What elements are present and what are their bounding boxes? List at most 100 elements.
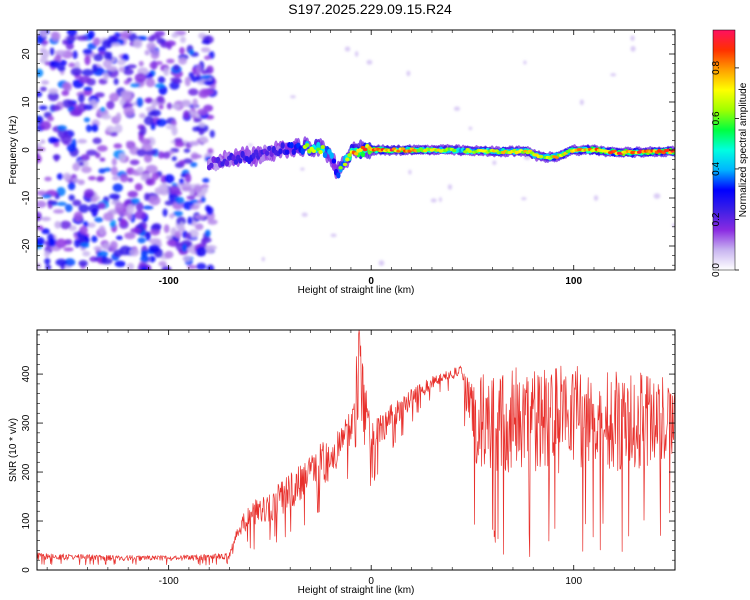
spectrogram-noise-blob [99, 157, 106, 162]
x-tick-label: 0 [368, 576, 374, 587]
spectrogram-noise-blob [103, 51, 110, 60]
x-tick-label: 100 [565, 276, 582, 287]
spectrogram-noise-blob [201, 238, 208, 245]
spectrogram-noise-blob [120, 218, 127, 226]
spectrogram-noise-blob [124, 200, 132, 205]
spectrogram-noise-blob [138, 35, 148, 41]
spectrogram-noise-blob [96, 145, 108, 152]
spectrogram-speckle [447, 184, 453, 190]
spectrogram-noise-blob [151, 172, 160, 181]
spectrogram-noise-blob [120, 90, 132, 100]
spectrogram-noise-blob [111, 42, 121, 47]
spectrogram-noise-blob [113, 78, 119, 86]
spectrogram-noise-blob [148, 255, 156, 263]
colorbar-tick-label: 0.8 [711, 61, 722, 75]
spectrogram-noise-blob [77, 138, 88, 144]
spectrogram-noise-blob [67, 182, 76, 191]
spectrogram-noise-blob [169, 213, 175, 219]
spectrogram-noise-blob [204, 245, 215, 254]
spectrogram-noise-blob [47, 115, 54, 122]
spectrogram-noise-blob [154, 83, 165, 88]
spectrogram-noise-blob [192, 98, 198, 108]
spectrogram-noise-blob [206, 264, 215, 270]
spectrogram-speckle [610, 73, 617, 77]
spectrogram-speckle [248, 143, 253, 147]
ridge-segment [267, 145, 272, 151]
spectrogram-speckle [366, 59, 373, 65]
spectrogram-noise-blob [103, 72, 109, 81]
spectrogram-noise-blob [138, 113, 146, 119]
spectrogram-noise-blob [182, 255, 192, 262]
spectrogram-noise-blob [81, 166, 92, 174]
spectrogram-noise-blob [78, 204, 90, 213]
spectrogram-noise-blob [142, 205, 154, 210]
spectrogram-noise-blob [62, 99, 74, 108]
ridge-segment [358, 147, 363, 153]
spectrogram-noise-blob [129, 248, 140, 257]
spectrogram-noise-blob [140, 255, 150, 263]
spectrogram-noise-blob [101, 39, 113, 49]
spectrogram-noise-blob [135, 202, 144, 212]
spectrogram-noise-blob [133, 39, 143, 49]
spectrogram-noise-blob [197, 108, 209, 116]
spectrogram-noise-blob [183, 158, 193, 164]
spectrogram-noise-blob [144, 97, 154, 104]
spectrogram-speckle [344, 46, 351, 52]
spectrogram-noise-blob [209, 84, 216, 90]
spectrogram-noise-blob [147, 111, 158, 116]
spectrogram-noise-blob [97, 46, 106, 53]
spectrogram-speckle [630, 35, 635, 41]
spectrogram-noise-blob [205, 205, 211, 212]
spectrogram-noise-blob [146, 42, 157, 51]
spectrogram-noise-blob [82, 221, 89, 228]
ridge-segment [238, 158, 243, 164]
spectrogram-noise-blob [51, 138, 61, 143]
spectrogram-noise-blob [172, 79, 183, 84]
snr-ylabel: SNR (10 * v/v) [8, 418, 19, 482]
spectrogram-noise-blob [87, 30, 95, 40]
spectrogram-noise-blob [200, 75, 212, 80]
spectrogram-speckle [593, 195, 599, 201]
spectrogram-noise-blob [127, 177, 134, 183]
spectrogram-speckle [354, 50, 359, 57]
spectrogram-noise-blob [186, 195, 196, 200]
spectrogram-noise-blob [199, 136, 208, 143]
spectrogram-noise-blob [118, 152, 127, 162]
spectrogram-noise-blob [188, 140, 200, 146]
spectrogram-noise-blob [200, 196, 206, 203]
spectrogram-noise-blob [83, 117, 91, 123]
spectrogram-noise-blob [176, 216, 186, 226]
spectrogram-noise-blob [109, 92, 120, 102]
spectrogram-noise-blob [198, 122, 206, 128]
spectrogram-noise-blob [156, 95, 165, 104]
spectrogram-ylabel: Frequency (Hz) [8, 116, 19, 185]
ridge-segment [347, 153, 352, 158]
spectrogram-speckle [406, 70, 411, 77]
spectrogram-noise-blob [55, 238, 67, 249]
spectrogram-noise-blob [130, 83, 141, 88]
spectrogram-noise-blob [102, 59, 112, 69]
spectrogram-noise-blob [40, 30, 47, 38]
spectrogram-noise-blob [54, 220, 62, 229]
spectrogram-noise-blob [82, 48, 93, 55]
spectrogram-noise-blob [115, 112, 122, 122]
spectrogram-speckle [579, 99, 584, 106]
spectrogram-speckle [630, 45, 636, 52]
spectrogram-noise-blob [124, 232, 136, 240]
spectrogram-noise-blob [209, 129, 215, 138]
spectrogram-noise-blob [63, 172, 71, 181]
spectrogram-noise-blob [123, 68, 134, 76]
colorbar-axis: 0.0 0.2 0.4 0.6 0.8 [711, 61, 739, 277]
ridge-segment [280, 142, 285, 149]
spectrogram-noise-blob [189, 199, 199, 204]
spectrogram-noise-blob [56, 173, 64, 180]
ridge-segment [538, 155, 544, 159]
spectrogram-noise-blob [99, 106, 106, 113]
spectrogram-noise-blob [62, 39, 68, 45]
spectrogram-speckle [438, 197, 442, 203]
spectrogram-noise-blob [190, 161, 198, 168]
spectrogram-noise-blob [117, 59, 126, 66]
spectrogram-noise-blob [66, 30, 78, 37]
spectrogram-noise-blob [174, 230, 182, 239]
